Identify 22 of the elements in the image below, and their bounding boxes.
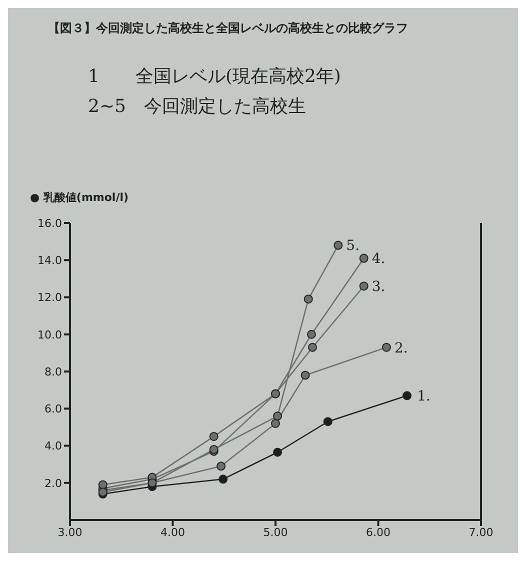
text: 2~5 今回測定した高校生 (88, 95, 306, 118)
y-tick-label: 10.0 (38, 328, 62, 342)
x-tick-label: 5.00 (263, 526, 288, 539)
x-tick-label: 7.00 (468, 526, 494, 539)
x-tick-label: 6.00 (366, 526, 390, 539)
y-tick-label: 4.0 (44, 440, 62, 453)
y-axis-title: ● 乳酸値(mmol/l) (30, 190, 129, 205)
y-tick-label: 14.0 (38, 254, 62, 268)
y-tick-label: 2.0 (44, 476, 62, 490)
annotation: 2. (394, 340, 408, 356)
text: 1 全国レベル(現在高校2年) (88, 65, 341, 88)
annotation: 3. (372, 279, 386, 296)
y-tick-label: 6.0 (44, 402, 62, 416)
x-tick-label: 4.00 (160, 526, 185, 539)
y-tick-label: 12.0 (38, 291, 62, 304)
annotation: 1. (417, 388, 430, 405)
annotation: 5. (346, 238, 360, 254)
annotation: 4. (372, 251, 386, 268)
x-tick-label: 3.00 (58, 526, 82, 539)
chart-title: 【図３】今回測定した高校生と全国レベルの高校生との比較グラフ (48, 20, 408, 37)
y-tick-label: 16.0 (38, 216, 62, 230)
y-tick-label: 8.0 (44, 365, 62, 378)
